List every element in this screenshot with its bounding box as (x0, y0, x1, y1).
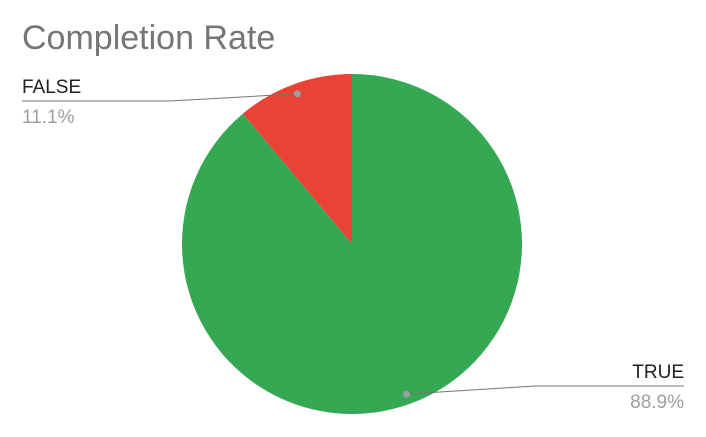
leader-dot (403, 390, 411, 398)
slice-value-label: 88.9% (630, 392, 684, 413)
slice-label: TRUE (632, 362, 684, 383)
leader-line (22, 93, 298, 102)
leader-dot (293, 90, 301, 98)
leader-line (406, 385, 684, 395)
chart-title: Completion Rate (22, 19, 275, 57)
slice-label: FALSE (22, 77, 81, 98)
slice-value-label: 11.1% (22, 107, 75, 128)
pie-slice (242, 74, 352, 244)
